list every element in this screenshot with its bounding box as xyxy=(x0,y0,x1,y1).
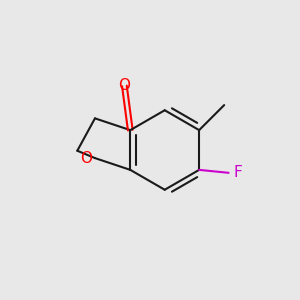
Text: F: F xyxy=(233,165,242,180)
Text: O: O xyxy=(80,151,92,166)
Text: O: O xyxy=(118,79,130,94)
